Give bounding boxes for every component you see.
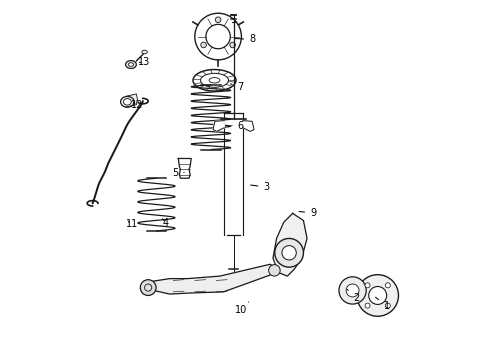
Ellipse shape: [125, 60, 136, 68]
Polygon shape: [273, 213, 307, 276]
Polygon shape: [153, 264, 276, 294]
Text: 2: 2: [347, 289, 359, 303]
Circle shape: [275, 238, 303, 267]
Text: 10: 10: [235, 302, 248, 315]
Polygon shape: [213, 121, 224, 131]
Ellipse shape: [128, 63, 134, 66]
Circle shape: [368, 287, 387, 305]
Ellipse shape: [142, 50, 147, 54]
Polygon shape: [178, 158, 191, 178]
Text: 4: 4: [163, 218, 169, 228]
Circle shape: [339, 277, 366, 304]
Circle shape: [282, 246, 296, 260]
Circle shape: [140, 280, 156, 296]
Circle shape: [201, 42, 206, 48]
Text: 13: 13: [138, 57, 150, 67]
Circle shape: [385, 283, 391, 288]
Circle shape: [215, 17, 221, 23]
Text: 1: 1: [375, 297, 390, 311]
Ellipse shape: [121, 96, 134, 107]
Text: 9: 9: [299, 208, 316, 218]
Circle shape: [365, 303, 370, 308]
Circle shape: [357, 275, 398, 316]
Text: 12: 12: [131, 100, 144, 110]
Polygon shape: [125, 94, 137, 107]
Text: 5: 5: [172, 168, 184, 178]
Circle shape: [365, 283, 370, 288]
Text: 3: 3: [250, 182, 270, 192]
Text: 8: 8: [235, 35, 255, 44]
Circle shape: [230, 42, 235, 48]
Ellipse shape: [123, 99, 131, 105]
Polygon shape: [243, 121, 254, 131]
Circle shape: [385, 303, 391, 308]
Text: 7: 7: [230, 82, 244, 92]
Circle shape: [269, 265, 280, 276]
Circle shape: [346, 284, 359, 297]
Text: 6: 6: [232, 121, 244, 131]
Text: 11: 11: [126, 219, 138, 229]
